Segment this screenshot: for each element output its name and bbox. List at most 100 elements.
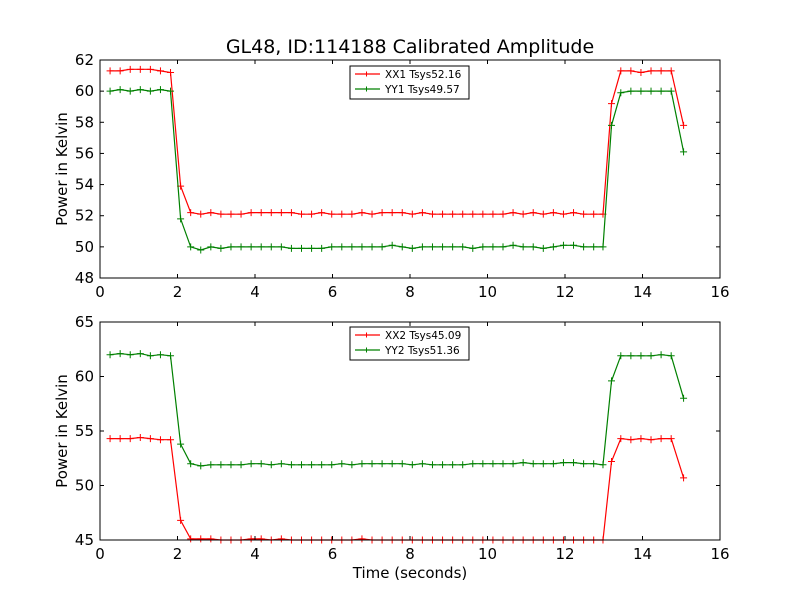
data-point [439,210,447,218]
data-point [247,535,255,543]
data-point [267,461,275,469]
data-point [590,243,598,251]
data-point [509,460,517,468]
data-point [126,65,134,73]
data-point [667,352,675,360]
data-point [627,352,635,360]
data-point [667,67,675,75]
data-point [338,210,346,218]
legend-frame [349,326,470,361]
y-tick-label: 62 [75,51,94,69]
data-point [449,243,457,251]
data-point [428,243,436,251]
data-point [368,210,376,218]
data-point [627,87,635,95]
data-point [257,243,265,251]
series-line [110,352,685,467]
data-point [529,243,537,251]
data-point [318,461,326,469]
data-point [559,241,567,249]
y-tick-label: 60 [75,82,94,100]
data-point [647,352,655,360]
x-tick-label: 12 [555,545,574,563]
data-point [680,148,688,156]
data-point [177,215,185,223]
data-point [298,461,305,469]
data-point [338,243,346,251]
legend-marker [364,86,369,92]
data-point [398,209,406,217]
data-point [348,461,356,469]
data-point [126,87,134,95]
data-point [617,435,625,443]
data-point [570,209,578,217]
data-point [146,435,154,443]
data-point [318,209,326,217]
x-tick-label: 16 [710,545,729,563]
data-point [156,86,164,94]
data-point [146,87,154,95]
x-tick-label: 12 [555,283,574,301]
data-point [580,460,588,468]
data-point [599,461,607,469]
x-tick-label: 16 [710,283,729,301]
data-point [177,516,185,524]
data-point [637,87,645,95]
data-point [608,100,615,108]
data-point [116,67,124,75]
data-point [667,435,675,443]
data-point [459,461,467,469]
legend-marker [364,332,369,338]
data-point [358,460,366,468]
data-point [428,210,436,218]
x-tick-label: 14 [633,545,652,563]
data-point [277,243,285,251]
data-point [509,241,517,249]
data-point [308,244,316,252]
data-point [637,352,645,360]
data-point [136,65,144,73]
data-point [318,244,326,252]
data-point [197,462,205,470]
data-point [197,246,205,254]
x-tick-label: 8 [405,545,415,563]
data-point [418,460,426,468]
data-point [657,67,665,75]
data-point [509,209,517,217]
data-point [580,243,588,251]
data-point [529,209,537,217]
data-point [146,65,154,73]
data-point [207,461,215,469]
x-tick-label: 8 [405,283,415,301]
data-point [647,67,655,75]
data-point [136,350,144,358]
legend-marker [364,71,369,77]
data-point [156,436,164,444]
data-point [657,435,665,443]
data-point [408,244,416,252]
x-tick-label: 4 [250,545,260,563]
legend-entry: XX1 Tsys52.16 [385,69,462,81]
data-point [116,435,124,443]
data-point [136,86,144,94]
panel-1: 0 2 4 6 8 10 12 14 16 48 50 52 54 56 58 60 62 Power in Ke… [53,51,730,301]
data-point [328,243,336,251]
data-point [227,243,235,251]
data-point [627,67,635,75]
data-point [459,243,467,251]
data-point [116,86,124,94]
data-point [667,87,675,95]
data-point [197,210,205,218]
data-point [388,209,396,217]
data-point [237,210,245,218]
data-point [617,89,625,97]
legend-frame [349,65,470,100]
data-point [439,243,447,251]
data-point [647,87,655,95]
data-point [539,460,547,468]
y-tick-label: 50 [75,238,94,256]
data-point [267,209,275,217]
data-point [388,241,396,249]
x-tick-label: 14 [633,283,652,301]
